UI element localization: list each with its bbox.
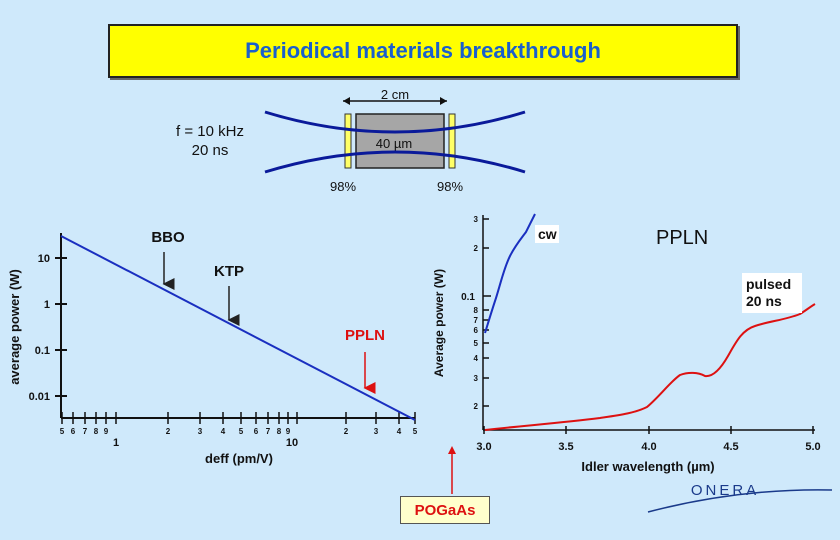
right-y-tick-label: 3: [474, 215, 479, 224]
left-y-tick-label: 1: [44, 299, 50, 311]
right-y-ticks: 3 2 0.1 876 5 4 3 2: [461, 215, 491, 411]
right-y-tick-label: 7: [474, 316, 479, 325]
right-y-tick-label: 2: [474, 402, 479, 411]
left-y-tick-label: 0.1: [35, 345, 50, 357]
right-y-tick-label: 6: [474, 326, 479, 335]
right-y-tick-label: 2: [474, 244, 479, 253]
cavity-diagram: 2 cm 40 µm 98% 98%: [264, 87, 526, 194]
length-label: 2 cm: [381, 87, 409, 102]
length-arrow-left: [343, 97, 350, 105]
pulsed-curve: [484, 303, 816, 431]
pogaas-label-box: POGaAs: [400, 496, 490, 524]
left-x-minor-label: 6: [71, 427, 76, 436]
left-x-major-label: 1: [113, 437, 119, 449]
ktp-label: KTP: [214, 263, 244, 280]
slide-title: Periodical materials breakthrough: [245, 38, 601, 63]
pogaas-label: POGaAs: [414, 501, 476, 519]
left-x-minor-label: 4: [221, 427, 226, 436]
left-x-minor-label: 7: [83, 427, 88, 436]
beam-top: [264, 110, 526, 134]
power-vs-deff-line: [60, 235, 416, 421]
right-x-axis-label: Idler wavelength (µm): [581, 459, 714, 474]
left-x-axis-label: deff (pm/V): [205, 451, 273, 466]
pulsed-label-line2: 20 ns: [746, 293, 782, 309]
title-box: Periodical materials breakthrough: [108, 24, 738, 78]
right-x-tick-label: 3.5: [558, 441, 573, 453]
cw-label-bg: [535, 225, 559, 243]
right-y-tick-label: 4: [474, 354, 479, 363]
mirror-right: [448, 113, 456, 169]
right-y-axis-label: Average power (W): [432, 269, 446, 377]
left-x-minor-label: 9: [104, 427, 109, 436]
pulsed-label-line1: pulsed: [746, 276, 791, 292]
pulse-duration: 20 ns: [191, 142, 229, 159]
ppln-left-label: PPLN: [345, 327, 385, 344]
bbo-label: BBO: [151, 229, 185, 246]
left-x-minor-label: 6: [254, 427, 259, 436]
pulsed-label-bg: [742, 273, 802, 313]
left-x-minor-label: 7: [266, 427, 271, 436]
left-x-minor-label: 4: [397, 427, 402, 436]
pulse-frequency: f = 10 kHz: [176, 123, 244, 140]
right-x-ticks: 3.0 3.5 4.0 4.5 5.0: [476, 426, 821, 453]
right-x-tick-label: 4.5: [723, 441, 738, 453]
crystal: [355, 113, 445, 169]
left-x-minor-label: 9: [286, 427, 291, 436]
left-x-major-label: 10: [286, 437, 298, 449]
left-x-minor-label: 5: [413, 427, 418, 436]
left-x-minor-label: 2: [166, 427, 171, 436]
left-x-minor-label: 8: [94, 427, 99, 436]
right-y-tick-label: 3: [474, 374, 479, 383]
left-x-minor-label: 3: [374, 427, 379, 436]
right-y-label-01: 0.1: [461, 292, 475, 303]
left-x-minor-label: 8: [277, 427, 282, 436]
left-y-axis-label: average power (W): [7, 269, 22, 385]
left-x-minor-label: 5: [60, 427, 65, 436]
right-x-tick-label: 5.0: [805, 441, 820, 453]
cw-curve: [484, 213, 536, 334]
right-chart: Average power (W) Idler wavelength (µm) …: [432, 213, 821, 474]
logo-text: ONERA: [691, 482, 759, 499]
beam-bottom: [264, 150, 526, 174]
mirror-left: [344, 113, 352, 169]
mirror-left-reflectivity: 98%: [330, 179, 356, 194]
waist-label: 40 µm: [376, 136, 412, 151]
cw-label: cw: [538, 226, 557, 242]
right-x-tick-label: 4.0: [641, 441, 656, 453]
left-x-minor-label: 2: [344, 427, 349, 436]
left-x-minor-label: 3: [198, 427, 203, 436]
left-y-tick-label: 0.01: [29, 391, 50, 403]
right-y-tick-label: 5: [474, 339, 479, 348]
left-x-minor-label: 5: [239, 427, 244, 436]
mirror-right-reflectivity: 98%: [437, 179, 463, 194]
left-y-ticks: 10 1 0.1 0.01: [29, 253, 67, 403]
onera-logo: ONERA: [647, 482, 833, 513]
left-chart: average power (W) deff (pm/V) 10 1 0.1 0.01…: [7, 229, 418, 466]
right-chart-title: PPLN: [656, 227, 708, 249]
right-y-tick-label: 8: [474, 306, 479, 315]
left-x-ticks: 5 6 7 8 9 2 3 4 5 6 7 8 9 2 3 4 51 10: [60, 412, 418, 449]
right-x-tick-label: 3.0: [476, 441, 491, 453]
left-y-tick-label: 10: [38, 253, 50, 265]
pogaas-arrow-head: [448, 446, 456, 454]
pulse-params: f = 10 kHz 20 ns: [140, 122, 280, 160]
length-arrow-right: [440, 97, 447, 105]
